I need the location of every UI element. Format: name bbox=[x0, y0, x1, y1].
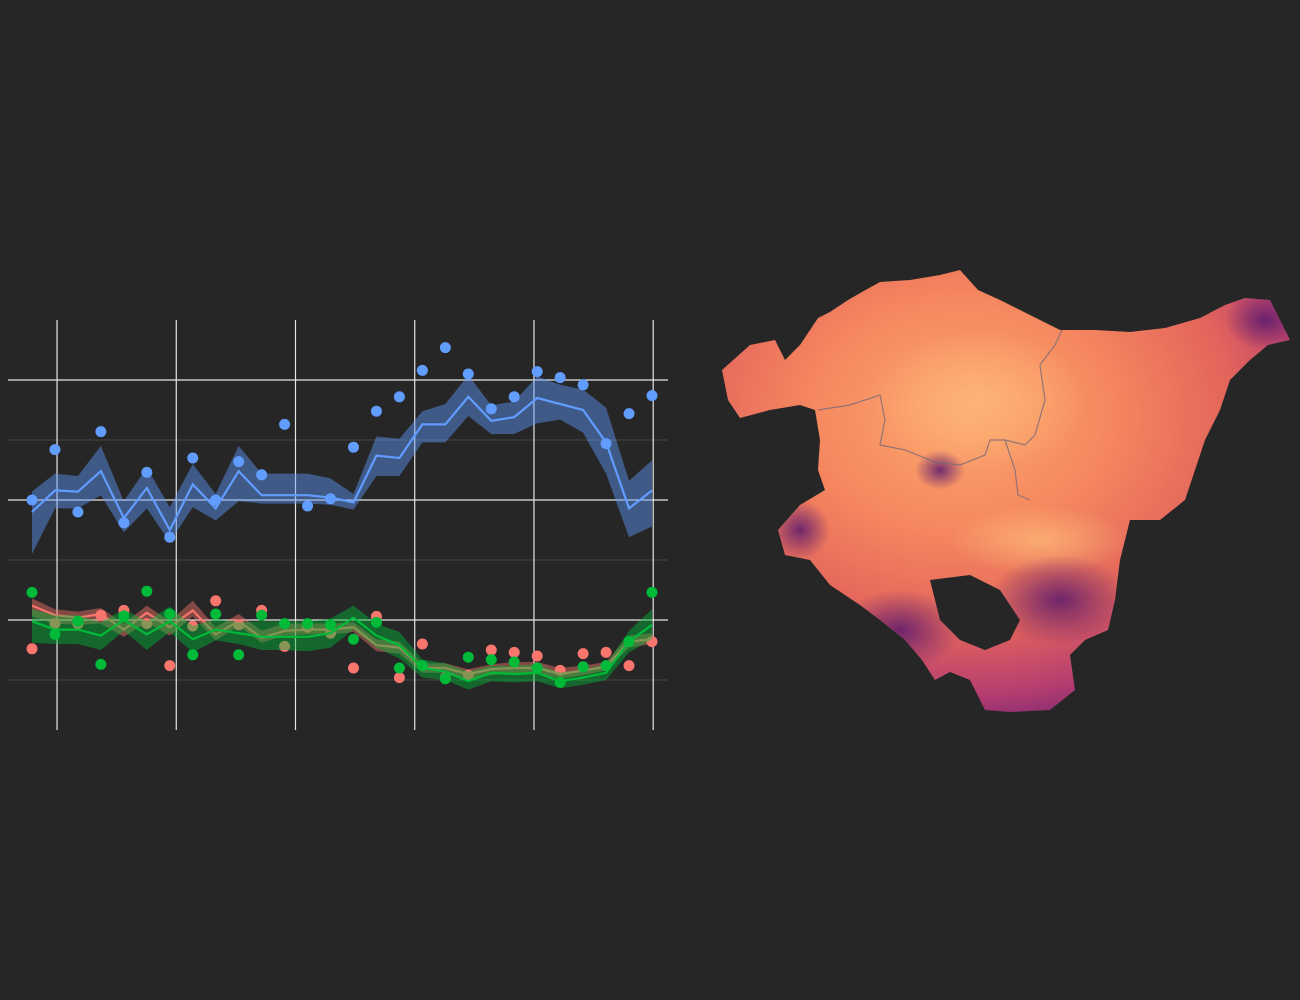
data-point bbox=[256, 609, 268, 621]
data-point bbox=[49, 628, 61, 640]
data-point bbox=[531, 662, 543, 674]
data-point bbox=[508, 656, 520, 668]
data-point bbox=[210, 494, 222, 506]
data-point bbox=[233, 619, 245, 631]
data-point bbox=[347, 662, 359, 674]
series-line bbox=[31, 395, 653, 533]
data-point bbox=[26, 586, 38, 598]
data-point bbox=[623, 636, 635, 648]
heatmap-cool-zone bbox=[990, 555, 1130, 645]
data-point bbox=[577, 648, 589, 660]
data-point bbox=[508, 391, 520, 403]
data-point bbox=[26, 494, 38, 506]
data-point bbox=[646, 586, 658, 598]
data-point bbox=[141, 618, 153, 630]
data-point bbox=[531, 650, 543, 662]
series-group bbox=[26, 585, 658, 690]
data-point bbox=[118, 517, 130, 529]
data-point bbox=[600, 646, 612, 658]
data-point bbox=[508, 646, 520, 658]
data-point bbox=[72, 506, 84, 518]
heatmap-cool-zone bbox=[770, 500, 830, 560]
data-point bbox=[439, 673, 451, 685]
data-point bbox=[416, 638, 428, 650]
series-group bbox=[26, 342, 658, 554]
data-point bbox=[646, 636, 658, 648]
data-point bbox=[462, 368, 474, 380]
data-point bbox=[577, 661, 589, 673]
region-borders bbox=[817, 329, 1063, 501]
data-point bbox=[554, 372, 566, 384]
data-point bbox=[210, 595, 222, 607]
data-point bbox=[164, 660, 176, 672]
data-point bbox=[393, 672, 405, 684]
data-point bbox=[233, 649, 245, 661]
data-point bbox=[95, 426, 107, 438]
data-point bbox=[393, 662, 405, 674]
data-point bbox=[187, 620, 199, 632]
data-point bbox=[554, 676, 566, 688]
confidence-band bbox=[32, 605, 652, 690]
data-point bbox=[370, 616, 382, 628]
heatmap-map bbox=[722, 270, 1290, 712]
data-point bbox=[554, 664, 566, 676]
series-layer bbox=[26, 342, 658, 690]
series-group bbox=[26, 595, 658, 684]
data-point bbox=[302, 500, 314, 512]
data-point bbox=[187, 452, 199, 464]
data-point bbox=[485, 654, 497, 666]
data-point bbox=[164, 608, 176, 620]
series-line bbox=[31, 616, 653, 683]
confidence-band bbox=[32, 598, 652, 679]
data-point bbox=[325, 493, 337, 505]
data-point bbox=[393, 391, 405, 403]
region-border bbox=[1004, 439, 1031, 501]
data-point bbox=[95, 658, 107, 670]
data-point bbox=[49, 444, 61, 456]
data-point bbox=[600, 660, 612, 672]
data-point bbox=[141, 466, 153, 478]
heatmap-cool-zone bbox=[840, 590, 960, 670]
data-point bbox=[600, 438, 612, 450]
data-point bbox=[279, 618, 291, 630]
data-point bbox=[531, 366, 543, 378]
data-point bbox=[118, 610, 130, 622]
data-point bbox=[416, 364, 428, 376]
data-point bbox=[279, 640, 291, 652]
data-point bbox=[370, 405, 382, 417]
data-point bbox=[256, 469, 268, 481]
series-line bbox=[31, 604, 653, 676]
data-point bbox=[416, 660, 428, 672]
data-point bbox=[279, 418, 291, 430]
data-point bbox=[49, 618, 61, 630]
data-point bbox=[577, 379, 589, 391]
data-point bbox=[164, 531, 176, 543]
data-point bbox=[347, 441, 359, 453]
data-point bbox=[302, 618, 314, 630]
data-point bbox=[325, 619, 337, 631]
data-point bbox=[646, 390, 658, 402]
heatmap-cool-zone bbox=[915, 450, 965, 490]
data-point bbox=[72, 615, 84, 627]
data-point bbox=[462, 669, 474, 681]
data-point bbox=[187, 649, 199, 661]
heatmap-warm-zone bbox=[950, 505, 1130, 575]
data-point bbox=[485, 644, 497, 656]
region-border bbox=[1034, 329, 1063, 436]
data-point bbox=[233, 456, 245, 468]
data-point bbox=[26, 643, 38, 655]
data-point bbox=[439, 342, 451, 354]
data-point bbox=[210, 608, 222, 620]
data-point bbox=[462, 651, 474, 663]
data-point bbox=[141, 585, 153, 597]
data-point bbox=[485, 403, 497, 415]
data-point bbox=[347, 633, 359, 645]
data-point bbox=[95, 609, 107, 621]
data-point bbox=[623, 660, 635, 672]
data-point bbox=[623, 408, 635, 420]
